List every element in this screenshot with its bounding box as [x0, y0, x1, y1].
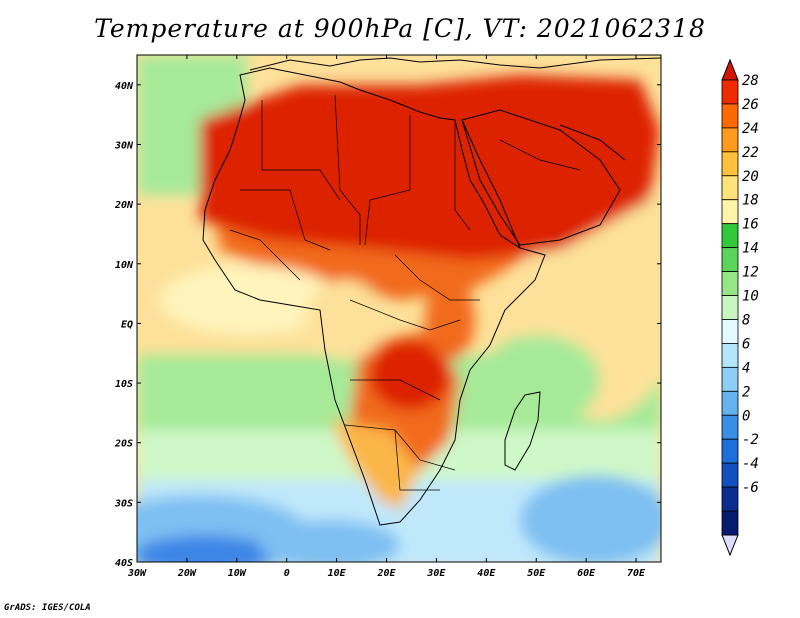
border-8 — [350, 379, 441, 401]
field-zambia-hot — [370, 340, 450, 410]
colorbar-swatch — [721, 271, 739, 296]
colorbar-swatch — [721, 175, 739, 201]
colorbar-label: 6 — [742, 336, 750, 352]
colorbar-swatch — [721, 103, 739, 129]
colorbar-label: 0 — [742, 408, 750, 424]
latitude-axis: 40N 30N 20N 10N EQ 10S 20S 30S 40S — [114, 81, 661, 569]
lon-tick-label: 60E — [577, 568, 596, 579]
colorbar-label: -4 — [742, 456, 759, 472]
lon-tick-label: 10E — [328, 568, 347, 579]
colorbar-label: 8 — [742, 312, 750, 328]
colorbar-label: 22 — [742, 145, 759, 161]
colorbar-swatch — [721, 486, 739, 512]
field-coldest — [137, 535, 275, 562]
lon-tick-label: 30W — [127, 568, 147, 579]
lat-tick-label: 30S — [114, 498, 133, 509]
colorbar-swatch — [721, 223, 739, 249]
lat-tick-label: 40S — [115, 558, 133, 569]
colorbar-swatch — [721, 295, 739, 320]
lat-tick-label: 20S — [114, 439, 133, 450]
border-11 — [229, 229, 301, 281]
field-sahara-hot — [200, 75, 660, 260]
colorbar-label: -2 — [742, 432, 759, 448]
colorbar-swatch — [721, 199, 739, 225]
map-frame — [136, 54, 662, 563]
africa-coastline — [202, 67, 546, 526]
colorbar-swatch — [721, 247, 739, 272]
field-namibia — [330, 420, 420, 510]
lon-tick-label: 40E — [477, 568, 496, 579]
credit-text: GrADS: IGES/COLA — [4, 603, 91, 613]
field-indian-green — [480, 335, 600, 425]
lon-tick-label: 50E — [527, 568, 546, 579]
colorbar-label: 24 — [742, 121, 759, 137]
arabia-coastline — [461, 109, 621, 246]
temperature-field — [137, 55, 661, 562]
colorbar-label: -6 — [742, 480, 759, 496]
mediterranean-north — [249, 57, 661, 71]
lat-tick-label: EQ — [121, 319, 133, 330]
colorbar-under-arrow — [721, 534, 739, 557]
colorbar-label: 18 — [742, 193, 759, 209]
lon-tick-label: 70E — [627, 568, 646, 579]
field-congo — [305, 280, 385, 360]
field-rift-warm — [425, 280, 475, 360]
lat-tick-label: 30N — [114, 140, 134, 151]
border-10 — [394, 429, 440, 491]
colorbar-label: 16 — [742, 217, 759, 233]
lon-tick-label: 30E — [426, 568, 446, 579]
colorbar-label: 4 — [742, 360, 750, 376]
colorbar-label: 2 — [742, 384, 750, 400]
colorbar-swatch — [721, 414, 739, 440]
lat-tick-label: 10N — [115, 260, 134, 271]
field-gulf-guinea — [160, 265, 340, 335]
colorbar-swatch — [721, 151, 739, 177]
border-1 — [261, 100, 341, 201]
colorbar-swatch — [721, 79, 739, 105]
colorbar-swatch — [721, 462, 739, 488]
lon-tick-label: 20E — [376, 568, 396, 579]
page-title: Temperature at 900hPa [C], VT: 202106231… — [94, 14, 706, 43]
border-6 — [394, 254, 480, 301]
lat-tick-label: 20N — [114, 200, 134, 211]
red-sea — [461, 119, 521, 249]
colorbar-label: 12 — [742, 265, 759, 281]
border-3 — [364, 115, 411, 246]
coastlines — [202, 57, 661, 526]
madagascar-coastline — [504, 391, 541, 471]
colorbar-swatch — [721, 390, 739, 416]
colorbar-label: 10 — [742, 289, 759, 305]
longitude-axis: 30W 20W 10W 0 10E 20E 30E 40E 50E 60E 70E — [127, 55, 646, 579]
colorbar-swatch — [721, 438, 739, 464]
lon-tick-label: 20W — [177, 568, 197, 579]
colorbar-swatch — [721, 366, 739, 392]
lat-tick-label: 40N — [115, 81, 134, 92]
border-7 — [349, 299, 461, 331]
colorbar-swatch — [721, 319, 739, 344]
colorbar-label: 28 — [742, 73, 759, 89]
border-9 — [344, 424, 456, 471]
country-borders — [229, 94, 581, 491]
persian-gulf — [559, 124, 626, 161]
border-2 — [334, 94, 361, 245]
border-4 — [454, 120, 471, 231]
colorbar-over-arrow — [721, 58, 739, 81]
lat-tick-label: 10S — [115, 379, 133, 390]
field-cold-s — [260, 520, 400, 562]
border-12 — [499, 139, 581, 171]
colorbar-label: 20 — [742, 169, 759, 185]
colorbar-swatch — [721, 127, 739, 153]
field-cold-se — [520, 475, 661, 562]
colorbar-label: 14 — [742, 241, 759, 257]
colorbar-swatch — [721, 343, 739, 368]
border-5 — [240, 189, 331, 251]
lon-tick-label: 10W — [228, 568, 247, 579]
colorbar-swatch — [721, 510, 739, 536]
lon-tick-label: 0 — [284, 568, 290, 579]
colorbar-label: 26 — [742, 97, 759, 113]
